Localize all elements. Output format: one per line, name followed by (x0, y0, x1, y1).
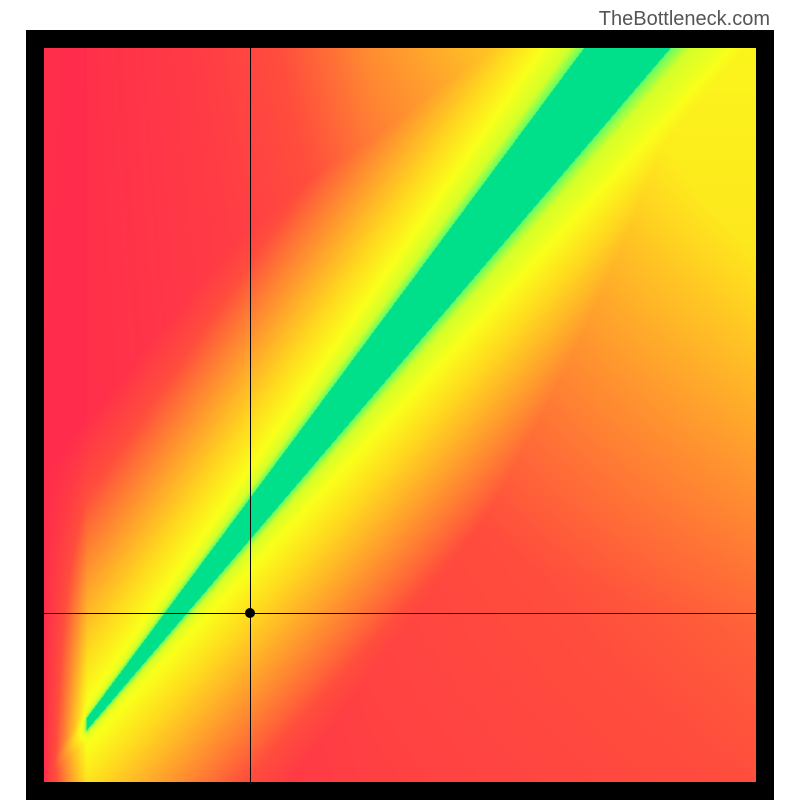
crosshair-horizontal (44, 613, 756, 614)
intersection-marker (245, 608, 255, 618)
bottleneck-heatmap (44, 48, 756, 782)
bottleneck-heatmap-frame (26, 30, 774, 800)
attribution-text: TheBottleneck.com (599, 8, 770, 31)
crosshair-vertical (250, 48, 251, 782)
